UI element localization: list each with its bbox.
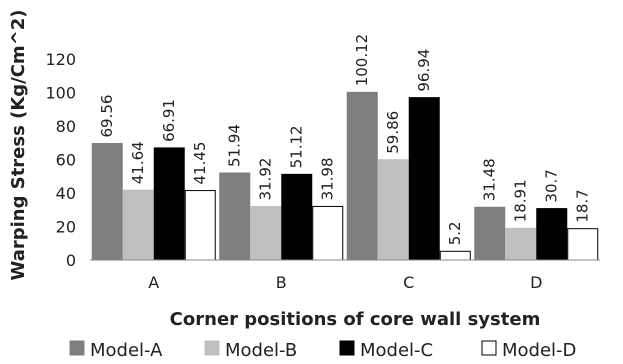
data-label: 31.98 [319, 157, 337, 200]
legend-swatch [69, 340, 85, 356]
bar-model-d-c [439, 250, 471, 261]
data-label: 51.94 [226, 124, 244, 167]
data-label: 30.7 [543, 169, 561, 202]
data-label: 18.7 [574, 189, 592, 222]
bar-model-a-b [219, 172, 251, 261]
data-label: 31.48 [481, 158, 499, 201]
data-label: 59.86 [384, 111, 402, 154]
legend-swatch [339, 340, 355, 356]
bar-model-b-c [377, 159, 409, 261]
data-label: 51.12 [288, 125, 306, 168]
y-tick-label: 80 [56, 117, 76, 136]
bar-model-c-b [281, 173, 313, 261]
bar-model-c-d [536, 208, 568, 261]
legend-swatch [204, 340, 220, 356]
legend-label: Model-B [225, 340, 297, 361]
legend-label: Model-D [502, 340, 576, 361]
legend-swatch [481, 340, 497, 356]
data-label: 96.94 [415, 49, 433, 92]
legend: Model-A Model-B Model-C Model-D [69, 340, 576, 361]
bar-model-b-d [505, 227, 537, 261]
data-label: 66.91 [160, 99, 178, 142]
bar-model-a-a [91, 142, 123, 261]
x-tick-label: D [530, 273, 542, 292]
y-tick-label: 60 [56, 151, 76, 170]
x-axis-title: Corner positions of core wall system [170, 309, 541, 330]
data-label: 100.12 [353, 34, 371, 87]
legend-label: Model-A [90, 340, 163, 361]
bar-model-b-a [122, 189, 154, 261]
bar-model-b-b [250, 206, 282, 261]
data-label: 31.92 [257, 158, 275, 201]
data-label: 41.45 [191, 142, 209, 185]
bar-model-a-d [474, 206, 506, 261]
y-tick-label: 0 [66, 251, 76, 270]
bar-model-d-a [184, 190, 216, 261]
x-tick-label: A [148, 273, 159, 292]
y-axis-title: Warping Stress (Kg/Cm^2) [8, 9, 29, 280]
x-tick-label: B [276, 273, 287, 292]
y-tick-label: 40 [56, 184, 76, 203]
data-label: 41.64 [129, 141, 147, 184]
plot-area: 0 20 40 60 80 100 120 69.56 41.64 66.91 41.45 A 51.9… [45, 34, 599, 292]
bar-model-d-d [567, 228, 599, 261]
bar-model-c-c [408, 97, 440, 261]
bar-model-c-a [153, 147, 185, 261]
data-label: 5.2 [446, 221, 464, 245]
y-tick-label: 120 [45, 50, 76, 69]
bar-model-d-b [312, 205, 344, 261]
bar-model-a-c [346, 91, 378, 261]
y-tick-label: 100 [45, 84, 76, 103]
x-tick-label: C [403, 273, 414, 292]
y-tick-label: 20 [56, 218, 76, 237]
legend-label: Model-C [360, 340, 433, 361]
data-label: 69.56 [98, 95, 116, 138]
data-label: 18.91 [512, 179, 530, 222]
